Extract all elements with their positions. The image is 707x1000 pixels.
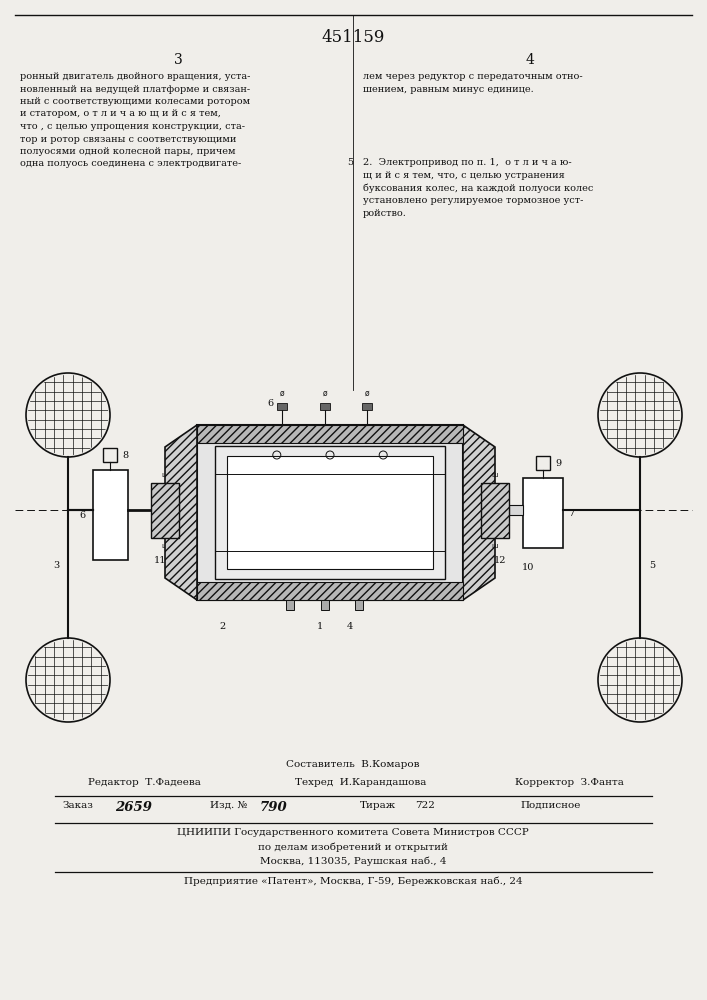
Text: 722: 722 [415,801,435,810]
Bar [481,483,509,538]
Bar [509,505,523,515]
Text: II: II [491,496,498,504]
Text: Москва, 113035, Раушская наб., 4: Москва, 113035, Раушская наб., 4 [259,856,446,865]
Text: 6: 6 [267,398,273,408]
Text: 10: 10 [522,563,534,572]
Text: Изд. №: Изд. № [210,801,247,810]
Polygon shape [165,425,197,600]
Text: II: II [162,516,168,524]
Bar [197,425,463,600]
Bar [362,403,373,410]
Bar [286,600,294,610]
Text: ш: ш [162,543,168,549]
Text: Заказ: Заказ [62,801,93,810]
Bar [103,448,117,462]
Text: 2.  Электропривод по п. 1,  о т л и ч а ю-
щ и й с я тем, что, с целью устранени: 2. Электропривод по п. 1, о т л и ч а ю-… [363,158,593,218]
Bar [227,456,433,569]
Text: 9: 9 [555,458,561,468]
Text: Тираж: Тираж [360,801,396,810]
Text: 4: 4 [525,53,534,67]
Text: 2659: 2659 [115,801,152,814]
Text: Подписное: Подписное [520,801,580,810]
Bar [151,483,179,538]
Bar [321,600,329,610]
Text: лем через редуктор с передаточным отно-
шением, равным минус единице.: лем через редуктор с передаточным отно- … [363,72,583,94]
Text: ЦНИИПИ Государственного комитета Совета Министров СССР: ЦНИИПИ Государственного комитета Совета … [177,828,529,837]
Bar [165,502,179,518]
Text: ш: ш [492,543,498,549]
Text: Корректор  З.Фанта: Корректор З.Фанта [515,778,624,787]
Bar [320,403,329,410]
Text: ø: ø [322,389,327,398]
Text: 7: 7 [568,508,574,518]
Text: 1: 1 [317,622,323,631]
Text: 451159: 451159 [321,29,385,46]
Bar [215,446,445,579]
Text: ø: ø [280,389,284,398]
Text: по делам изобретений и открытий: по делам изобретений и открытий [258,842,448,852]
Text: ø: ø [365,389,370,398]
Text: 6: 6 [79,510,85,520]
Text: 2: 2 [219,622,225,631]
Text: 3: 3 [174,53,182,67]
Text: Редактор  Т.Фадеева: Редактор Т.Фадеева [88,778,201,787]
Bar [481,502,495,518]
Text: ронный двигатель двойного вращения, уста-
новленный на ведущей платформе и связа: ронный двигатель двойного вращения, уста… [20,72,250,168]
Polygon shape [463,425,495,600]
Bar [197,425,463,443]
Text: 5: 5 [649,560,655,570]
Bar [197,582,463,600]
Text: 5: 5 [347,158,353,167]
Bar [277,403,287,410]
Text: 8: 8 [122,450,128,460]
Text: II: II [162,496,168,504]
Text: 3: 3 [53,560,59,570]
Text: Предприятие «Патент», Москва, Г-59, Бережковская наб., 24: Предприятие «Патент», Москва, Г-59, Бере… [184,877,522,886]
Bar [523,478,563,548]
Bar [355,600,363,610]
Bar [536,456,550,470]
Text: II: II [491,516,498,524]
Text: ш: ш [492,472,498,478]
Bar [93,470,128,560]
Text: Техред  И.Карандашова: Техред И.Карандашова [295,778,426,787]
Text: 12: 12 [493,556,506,565]
Text: 11: 11 [153,556,166,565]
Text: 790: 790 [260,801,288,814]
Text: ш: ш [162,472,168,478]
Text: 4: 4 [347,622,353,631]
Text: Составитель  В.Комаров: Составитель В.Комаров [286,760,420,769]
